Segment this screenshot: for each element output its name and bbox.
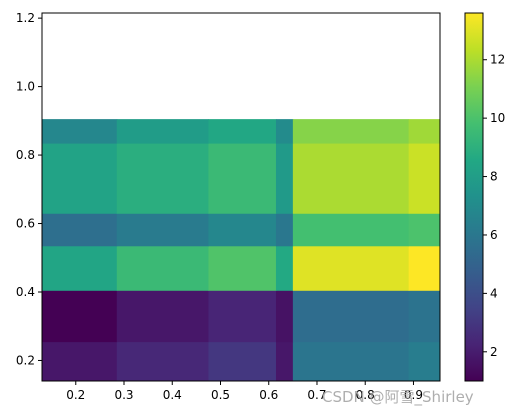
- heatmap-cell: [275, 143, 294, 214]
- y-tick-label: 1.2: [16, 11, 35, 25]
- x-tick-label: 0.9: [404, 388, 423, 402]
- heatmap-cell: [208, 213, 277, 247]
- watermark-text: CSDN @阿雪_Shirley: [322, 388, 474, 406]
- heatmap-cell: [42, 143, 118, 214]
- heatmap-cell: [292, 341, 410, 382]
- plot-frame: [41, 12, 441, 382]
- y-tick-label: 0.6: [16, 217, 35, 231]
- y-tick-label: 0.8: [16, 148, 35, 162]
- x-tick-label: 0.2: [66, 388, 85, 402]
- heatmap-cell: [292, 290, 410, 343]
- colorbar-tick-label: 6: [490, 228, 498, 242]
- y-axis: 0.2 0.4 0.6 0.8 1.0 1.2: [16, 11, 42, 367]
- colorbar: [464, 12, 484, 382]
- heatmap-cells: [42, 119, 441, 382]
- heatmap-cell: [408, 290, 441, 343]
- heatmap-cell: [208, 245, 277, 291]
- heatmap-cell: [116, 213, 209, 247]
- heatmap-cell: [275, 119, 294, 144]
- heatmap-cell: [42, 245, 118, 291]
- heatmap-cell: [116, 290, 209, 343]
- heatmap-cell: [292, 119, 410, 144]
- heatmap-cell: [208, 341, 277, 382]
- colorbar-axis: 2 4 6 8 10 12: [483, 53, 505, 359]
- heatmap-cell: [208, 143, 277, 214]
- heatmap-cell: [208, 119, 277, 144]
- heatmap-cell: [116, 143, 209, 214]
- x-tick-label: 0.7: [307, 388, 326, 402]
- heatmap-cell: [275, 341, 294, 382]
- heatmap-cell: [42, 213, 118, 247]
- x-tick-label: 0.5: [211, 388, 230, 402]
- colorbar-tick-label: 2: [490, 345, 498, 359]
- x-tick-label: 0.6: [259, 388, 278, 402]
- heatmap-cell: [408, 341, 441, 382]
- heatmap-cell: [408, 119, 441, 144]
- y-tick-label: 0.4: [16, 285, 35, 299]
- x-tick-label: 0.3: [114, 388, 133, 402]
- heatmap-cell: [408, 213, 441, 247]
- heatmap-cell: [275, 290, 294, 343]
- colorbar-tick-label: 12: [490, 53, 505, 67]
- heatmap-cell: [292, 213, 410, 247]
- heatmap-cell: [275, 213, 294, 247]
- colorbar-tick-label: 8: [490, 170, 498, 184]
- colorbar-tick-label: 10: [490, 111, 505, 125]
- heatmap-cell: [292, 245, 410, 291]
- y-tick-label: 0.2: [16, 353, 35, 367]
- y-tick-label: 1.0: [16, 80, 35, 94]
- heatmap-cell: [42, 119, 118, 144]
- colorbar-tick-label: 4: [490, 286, 498, 300]
- x-axis: 0.2 0.3 0.4 0.5 0.6 0.7 0.8 0.9: [66, 381, 423, 402]
- heatmap-cell: [42, 341, 118, 382]
- heatmap-cell: [42, 290, 118, 343]
- heatmap-cell: [408, 245, 441, 291]
- heatmap-cell: [208, 290, 277, 343]
- heatmap-cell: [116, 341, 209, 382]
- x-tick-label: 0.8: [356, 388, 375, 402]
- heatmap-cell: [275, 245, 294, 291]
- heatmap-cell: [116, 245, 209, 291]
- heatmap-cell: [408, 143, 441, 214]
- x-tick-label: 0.4: [163, 388, 182, 402]
- heatmap-cell: [116, 119, 209, 144]
- heatmap-cell: [292, 143, 410, 214]
